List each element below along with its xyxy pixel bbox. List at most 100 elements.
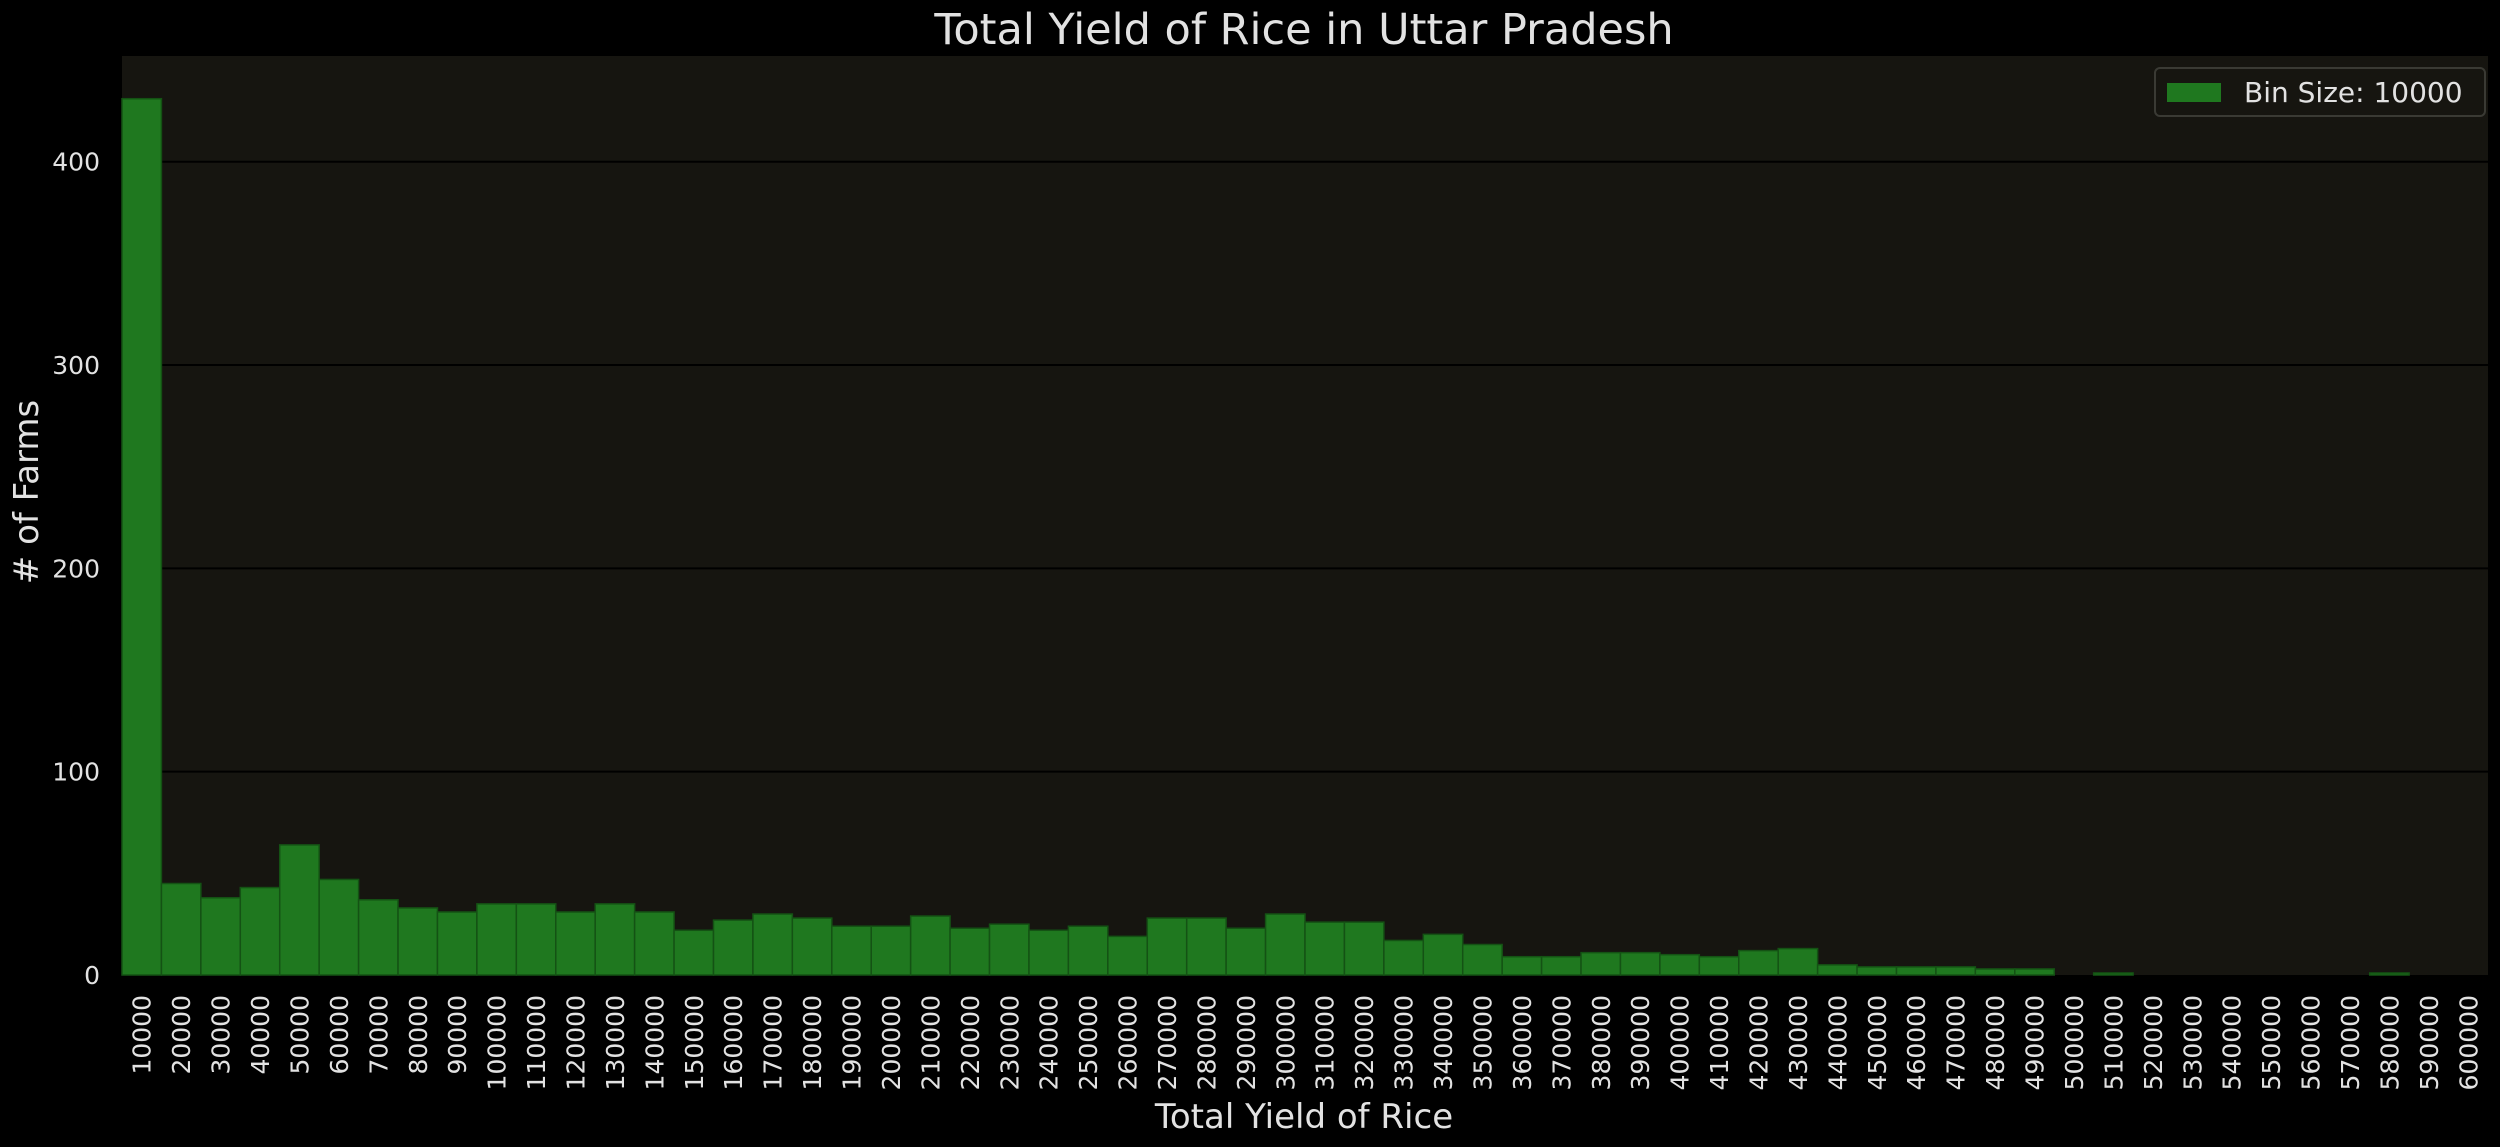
- x-tick-label: 130000: [601, 995, 630, 1090]
- bar: [1816, 964, 1858, 976]
- x-tick-label: 420000: [1744, 995, 1773, 1090]
- bar: [1698, 955, 1740, 976]
- chart-title: Total Yield of Rice in Uttar Pradesh: [933, 5, 1673, 55]
- x-tick-label: 30000: [207, 995, 236, 1075]
- bar: [949, 927, 991, 976]
- x-tick-label: 600000: [2454, 995, 2483, 1090]
- x-tick-label: 170000: [759, 995, 788, 1090]
- x-tick-label: 290000: [1232, 995, 1261, 1090]
- x-tick-label: 260000: [1114, 995, 1143, 1090]
- bar: [436, 911, 478, 976]
- x-tick-label: 350000: [1468, 995, 1497, 1090]
- x-tick-label: 330000: [1390, 995, 1419, 1090]
- bar: [555, 911, 596, 976]
- x-tick-label: 450000: [1863, 995, 1892, 1090]
- bar: [1895, 966, 1937, 976]
- bar: [1461, 943, 1503, 976]
- x-tick-label: 220000: [956, 995, 985, 1090]
- bar: [1619, 951, 1661, 976]
- bar: [909, 915, 951, 976]
- bar: [988, 923, 1030, 976]
- x-tick-label: 40000: [246, 995, 275, 1075]
- y-tick-label: 100: [52, 758, 100, 787]
- x-tick-label: 480000: [1981, 995, 2010, 1090]
- x-tick-label: 460000: [1902, 995, 1931, 1090]
- y-tick-label: 200: [52, 554, 100, 583]
- bar: [239, 886, 281, 976]
- bar: [357, 899, 399, 976]
- x-tick-label: 310000: [1311, 995, 1340, 1090]
- bar: [1107, 935, 1149, 976]
- x-tick-label: 160000: [719, 995, 748, 1090]
- x-tick-label: 120000: [561, 995, 590, 1090]
- bar: [2014, 968, 2055, 976]
- x-tick-label: 390000: [1626, 995, 1655, 1090]
- x-tick-label: 320000: [1350, 995, 1379, 1090]
- legend-box: [2154, 67, 2486, 117]
- x-tick-label: 50000: [285, 995, 314, 1075]
- x-tick-label: 490000: [2021, 995, 2050, 1090]
- bar: [712, 919, 754, 976]
- bar: [1659, 953, 1701, 976]
- gridlines: [122, 160, 2488, 773]
- bar: [633, 911, 675, 976]
- x-tick-label: 410000: [1705, 995, 1734, 1090]
- x-tick-label: 200000: [877, 995, 906, 1090]
- x-tick-label: 360000: [1508, 995, 1537, 1090]
- x-tick-label: 10000: [128, 995, 157, 1075]
- x-tick-label: 470000: [1942, 995, 1971, 1090]
- x-tick-label: 340000: [1429, 995, 1458, 1090]
- bar: [594, 903, 636, 976]
- bar: [476, 903, 518, 976]
- x-tick-label: 70000: [364, 995, 393, 1075]
- bar: [121, 97, 163, 976]
- bar: [1974, 968, 2016, 976]
- x-tick-label: 300000: [1271, 995, 1300, 1090]
- bar: [200, 896, 242, 976]
- bars: [121, 97, 2410, 976]
- x-tick-label: 230000: [995, 995, 1024, 1090]
- bar: [1738, 949, 1779, 976]
- x-tick-label: 150000: [680, 995, 709, 1090]
- bar: [1225, 927, 1267, 976]
- x-tick-label: 180000: [798, 995, 827, 1090]
- bar: [1146, 917, 1188, 976]
- x-tick-label: 500000: [2060, 995, 2089, 1090]
- x-tick-label: 400000: [1666, 995, 1695, 1090]
- bar: [278, 844, 320, 976]
- x-tick-label: 280000: [1192, 995, 1221, 1090]
- x-tick-label: 140000: [640, 995, 669, 1090]
- x-tick-label: 510000: [2099, 995, 2128, 1090]
- y-tick-label: 0: [84, 961, 100, 990]
- bar: [318, 878, 360, 976]
- y-tick-label: 400: [52, 148, 100, 177]
- bar: [1935, 966, 1977, 976]
- x-tick-label: 550000: [2257, 995, 2286, 1090]
- x-tick-label: 80000: [404, 995, 433, 1075]
- y-axis-ticks: 0 100 200 300 400: [52, 148, 100, 990]
- bar: [1777, 947, 1819, 976]
- bar: [870, 925, 912, 976]
- plot-area: [122, 56, 2488, 975]
- bar: [1028, 929, 1070, 976]
- legend-label: Bin Size: 10000: [2244, 76, 2463, 109]
- x-tick-label: 210000: [916, 995, 945, 1090]
- bar: [2368, 972, 2410, 976]
- x-axis-label: Total Yield of Rice: [1154, 1097, 1453, 1137]
- x-tick-label: 240000: [1035, 995, 1064, 1090]
- y-tick-label: 300: [52, 351, 100, 380]
- bar: [397, 907, 439, 976]
- legend: Bin Size: 10000: [2154, 67, 2486, 117]
- x-tick-label: 580000: [2375, 995, 2404, 1090]
- bar: [831, 925, 872, 976]
- bar: [791, 917, 833, 976]
- y-axis-label: # of Farms: [7, 400, 47, 584]
- bar: [1501, 955, 1543, 976]
- x-tick-label: 380000: [1587, 995, 1616, 1090]
- bar: [673, 929, 715, 976]
- bar: [1383, 939, 1425, 976]
- x-tick-label: 570000: [2336, 995, 2365, 1090]
- legend-swatch: [2167, 83, 2221, 102]
